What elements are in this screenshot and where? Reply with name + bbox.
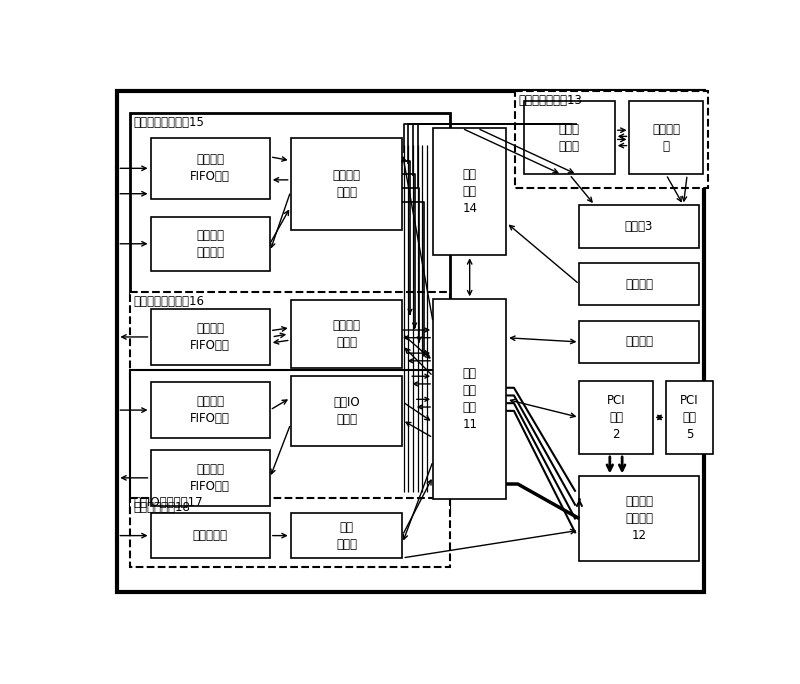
- Text: 其它控制模块18: 其它控制模块18: [134, 501, 190, 514]
- Text: 存储器控制模块13: 存储器控制模块13: [518, 94, 582, 107]
- Text: PCI
接口
2: PCI 接口 2: [606, 394, 626, 441]
- Text: 模拟输入
FIFO缓存: 模拟输入 FIFO缓存: [190, 153, 230, 183]
- Text: 存储器3: 存储器3: [625, 220, 654, 233]
- Bar: [150, 513, 270, 558]
- Text: 数字IO
控制器: 数字IO 控制器: [333, 396, 360, 426]
- Text: 模拟输出
FIFO缓存: 模拟输出 FIFO缓存: [190, 322, 230, 352]
- Bar: [433, 299, 506, 499]
- Text: PCI
总线
5: PCI 总线 5: [680, 394, 699, 441]
- Bar: [630, 101, 702, 174]
- Text: 中断
控制器: 中断 控制器: [336, 521, 357, 551]
- Bar: [524, 101, 615, 174]
- Text: 数字IO控制模块17: 数字IO控制模块17: [134, 497, 203, 510]
- Text: 模拟输出
控制器: 模拟输出 控制器: [333, 319, 361, 349]
- Text: 触发总线: 触发总线: [625, 335, 653, 348]
- Text: 模拟输入控制模块15: 模拟输入控制模块15: [134, 116, 205, 129]
- Text: 模拟输入
配置缓存: 模拟输入 配置缓存: [196, 228, 224, 259]
- Text: 模拟输入
控制器: 模拟输入 控制器: [333, 169, 361, 199]
- Bar: [130, 113, 450, 298]
- Text: 存储器
控制器: 存储器 控制器: [559, 123, 580, 153]
- Text: 定时计数器: 定时计数器: [193, 529, 228, 542]
- Text: 数字输出
FIFO缓存: 数字输出 FIFO缓存: [190, 463, 230, 493]
- Bar: [150, 450, 270, 505]
- Bar: [579, 205, 698, 248]
- Bar: [666, 381, 713, 454]
- Text: 存储器接
口: 存储器接 口: [652, 123, 680, 153]
- Bar: [290, 376, 402, 445]
- Bar: [130, 370, 450, 512]
- Text: 数字输入
FIFO缓存: 数字输入 FIFO缓存: [190, 395, 230, 425]
- Bar: [515, 92, 708, 187]
- Bar: [150, 309, 270, 365]
- Bar: [150, 217, 270, 271]
- Bar: [290, 513, 402, 558]
- Bar: [130, 498, 450, 567]
- Bar: [150, 382, 270, 438]
- Bar: [579, 263, 698, 305]
- Bar: [130, 291, 450, 380]
- Text: 模拟输出控制模块16: 模拟输出控制模块16: [134, 295, 205, 308]
- Text: 外部时钟: 外部时钟: [625, 278, 653, 291]
- Bar: [579, 321, 698, 363]
- Bar: [290, 300, 402, 368]
- Text: 路由
逻辑
模块
11: 路由 逻辑 模块 11: [462, 367, 477, 432]
- Text: 内部
时钟
14: 内部 时钟 14: [462, 168, 477, 215]
- Bar: [579, 476, 698, 561]
- Bar: [290, 137, 402, 230]
- Bar: [579, 381, 653, 454]
- Text: 局部总线
控制模块
12: 局部总线 控制模块 12: [625, 495, 653, 542]
- Bar: [150, 137, 270, 199]
- Bar: [433, 129, 506, 255]
